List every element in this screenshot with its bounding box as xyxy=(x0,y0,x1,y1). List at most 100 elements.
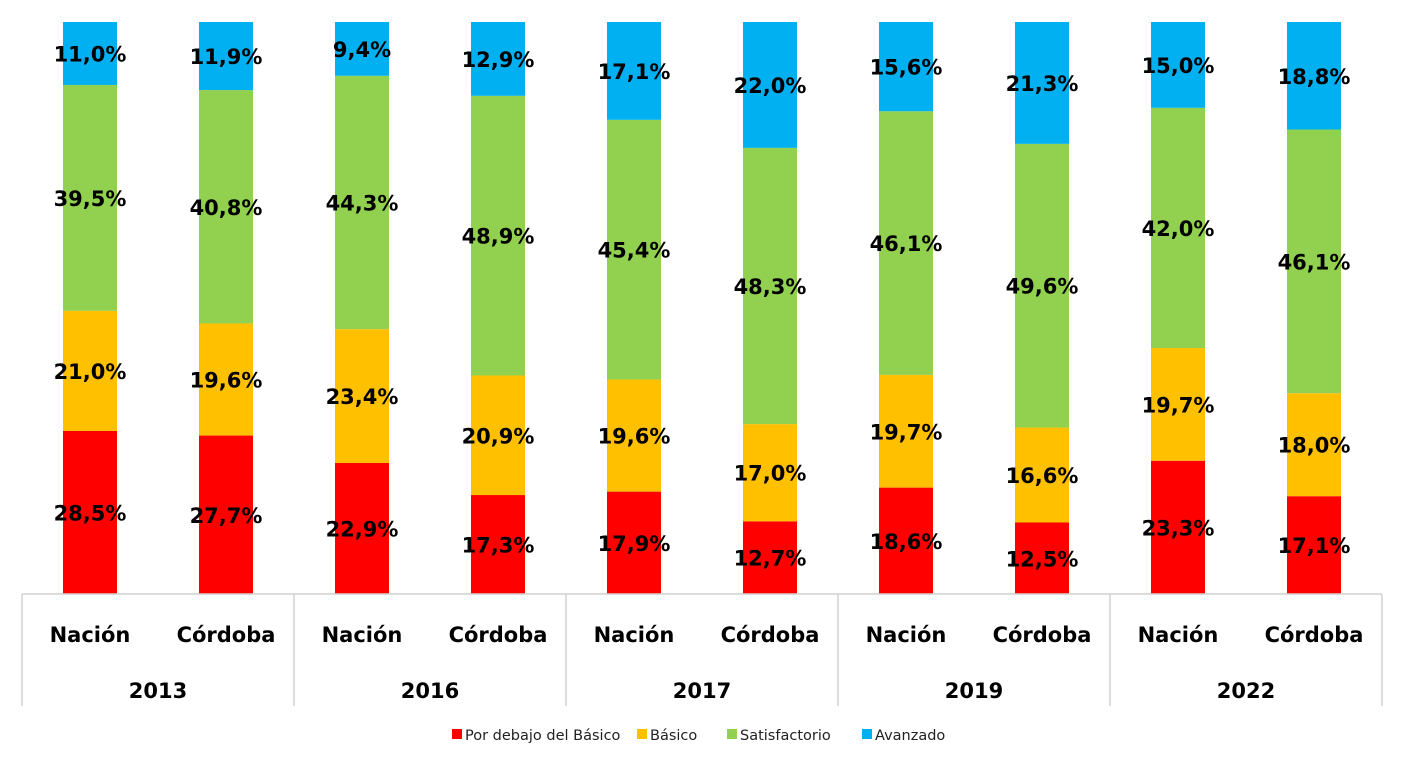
group-tick-label: 2016 xyxy=(401,679,459,703)
data-label: 19,6% xyxy=(190,369,263,393)
category-tick-label: Nación xyxy=(866,623,947,647)
data-label: 16,6% xyxy=(1006,464,1079,488)
data-label: 17,0% xyxy=(734,462,807,486)
bar-segment-por-debajo-del-básico xyxy=(63,430,117,594)
bar-segment-por-debajo-del-básico xyxy=(607,491,661,594)
bar-segment-satisfactorio xyxy=(1287,129,1341,394)
category-axis: Nación Córdoba Nación Córdoba Nación Córdoba N… xyxy=(21,593,1383,706)
bar-segment-avanzado xyxy=(1015,22,1069,144)
bar-segment-satisfactorio xyxy=(1151,107,1205,349)
bar-segment-satisfactorio xyxy=(335,75,389,330)
data-label: 17,3% xyxy=(462,534,535,558)
legend-label: Por debajo del Básico xyxy=(465,728,621,744)
bar-segment-básico xyxy=(1151,348,1205,461)
data-label: 49,6% xyxy=(1006,275,1079,299)
data-label: 15,6% xyxy=(870,56,943,80)
bar-segment-satisfactorio xyxy=(879,111,933,375)
data-label: 40,8% xyxy=(190,196,263,220)
bar-segment-satisfactorio xyxy=(471,95,525,376)
data-label: 48,9% xyxy=(462,225,535,249)
bar-segment-básico xyxy=(1015,427,1069,523)
data-label: 39,5% xyxy=(54,187,127,211)
category-tick-label: Nación xyxy=(50,623,131,647)
category-tick-label: Nación xyxy=(594,623,675,647)
data-label: 15,0% xyxy=(1142,54,1215,78)
data-label: 48,3% xyxy=(734,275,807,299)
category-tick-label: Córdoba xyxy=(449,623,548,647)
data-label: 46,1% xyxy=(870,232,943,256)
data-label: 9,4% xyxy=(333,38,391,62)
data-label: 20,9% xyxy=(462,424,535,448)
data-label: 22,0% xyxy=(734,74,807,98)
data-label: 18,6% xyxy=(870,530,943,554)
data-label: 21,0% xyxy=(54,360,127,384)
bar-segment-básico xyxy=(471,375,525,496)
category-tick-label: Córdoba xyxy=(721,623,820,647)
bar-segment-básico xyxy=(879,374,933,488)
bar-segment-satisfactorio xyxy=(63,84,117,311)
group-tick-label: 2022 xyxy=(1217,679,1275,703)
bar-segment-satisfactorio xyxy=(1015,143,1069,428)
data-label: 18,8% xyxy=(1278,65,1351,89)
data-label: 19,7% xyxy=(1142,393,1215,417)
bar-segment-avanzado xyxy=(607,22,661,120)
legend-swatch xyxy=(862,729,872,739)
bar-segment-por-debajo-del-básico xyxy=(1015,522,1069,594)
category-tick-label: Córdoba xyxy=(1265,623,1364,647)
data-label: 45,4% xyxy=(598,239,671,263)
bar-segment-avanzado xyxy=(1287,22,1341,130)
bar-segment-por-debajo-del-básico xyxy=(335,463,389,594)
bar-segment-avanzado xyxy=(63,22,117,85)
bar-segment-básico xyxy=(199,323,253,436)
bar-segment-avanzado xyxy=(879,22,933,112)
bar-segment-básico xyxy=(743,424,797,522)
legend-label: Avanzado xyxy=(875,728,945,744)
bar-segment-por-debajo-del-básico xyxy=(199,435,253,594)
category-tick-label: Córdoba xyxy=(993,623,1092,647)
bar-segment-por-debajo-del-básico xyxy=(743,521,797,594)
bar-segment-básico xyxy=(335,329,389,464)
data-label: 28,5% xyxy=(54,501,127,525)
data-label: 19,7% xyxy=(870,420,943,444)
bar-segment-básico xyxy=(63,310,117,431)
data-labels-layer: 28,5% 21,0% 39,5% 11,0% 27,7% 19,6% 40,8% 11,9%… xyxy=(54,38,1351,571)
data-label: 12,5% xyxy=(1006,547,1079,571)
data-label: 22,9% xyxy=(326,518,399,542)
category-tick-label: Córdoba xyxy=(177,623,276,647)
bar-segment-por-debajo-del-básico xyxy=(879,487,933,594)
bar-segment-avanzado xyxy=(743,22,797,148)
data-label: 11,0% xyxy=(54,42,127,66)
category-tick-label: Nación xyxy=(322,623,403,647)
data-label: 11,9% xyxy=(190,45,263,69)
group-tick-label: 2017 xyxy=(673,679,731,703)
group-tick-label: 2013 xyxy=(129,679,187,703)
data-label: 27,7% xyxy=(190,504,263,528)
data-label: 12,9% xyxy=(462,48,535,72)
data-label: 46,1% xyxy=(1278,250,1351,274)
bar-segment-básico xyxy=(1287,393,1341,497)
legend-label: Básico xyxy=(650,728,697,744)
bar-segment-avanzado xyxy=(471,22,525,96)
data-label: 12,7% xyxy=(734,547,807,571)
bar-segment-avanzado xyxy=(199,22,253,91)
data-label: 18,0% xyxy=(1278,434,1351,458)
data-label: 44,3% xyxy=(326,191,399,215)
bar-segment-avanzado xyxy=(335,22,389,76)
legend-label: Satisfactorio xyxy=(740,728,831,744)
data-label: 23,3% xyxy=(1142,516,1215,540)
bar-segment-por-debajo-del-básico xyxy=(1151,460,1205,594)
legend-swatch xyxy=(452,729,462,739)
bars-layer xyxy=(63,22,1341,594)
bar-segment-básico xyxy=(607,379,661,492)
category-tick-label: Nación xyxy=(1138,623,1219,647)
bar-segment-satisfactorio xyxy=(199,90,253,324)
bar-segment-satisfactorio xyxy=(743,147,797,425)
data-label: 21,3% xyxy=(1006,72,1079,96)
bar-segment-por-debajo-del-básico xyxy=(1287,496,1341,594)
legend-swatch xyxy=(637,729,647,739)
data-label: 23,4% xyxy=(326,385,399,409)
data-label: 17,1% xyxy=(1278,534,1351,558)
data-label: 19,6% xyxy=(598,425,671,449)
group-tick-label: 2019 xyxy=(945,679,1003,703)
